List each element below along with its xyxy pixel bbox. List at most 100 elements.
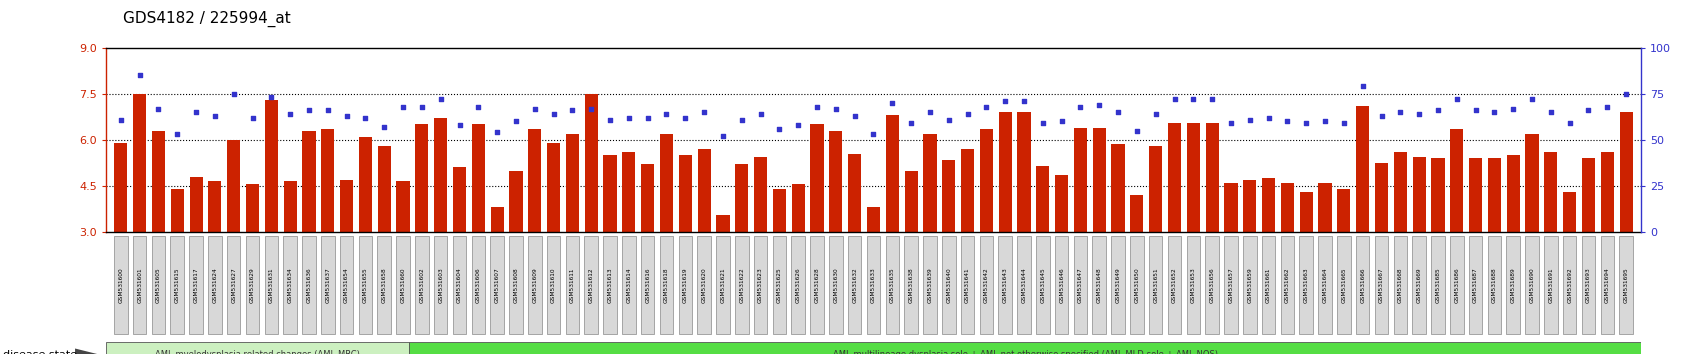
Bar xyxy=(547,143,559,232)
Point xyxy=(1386,109,1413,115)
Text: GSM531632: GSM531632 xyxy=(852,267,856,303)
Bar xyxy=(1318,183,1332,232)
Bar xyxy=(1562,192,1575,232)
Text: GSM531668: GSM531668 xyxy=(1396,267,1402,303)
FancyBboxPatch shape xyxy=(414,236,428,334)
Text: AML-myelodysplasia related changes (AML-MRC): AML-myelodysplasia related changes (AML-… xyxy=(155,350,360,354)
Bar xyxy=(1072,127,1086,232)
FancyBboxPatch shape xyxy=(1562,236,1575,334)
Text: GSM531615: GSM531615 xyxy=(174,267,179,303)
Point xyxy=(520,106,547,112)
Bar xyxy=(1205,123,1217,232)
FancyBboxPatch shape xyxy=(1243,236,1257,334)
Text: GSM531661: GSM531661 xyxy=(1265,267,1270,303)
Bar xyxy=(1262,178,1274,232)
Bar xyxy=(847,154,861,232)
Bar xyxy=(170,189,184,232)
Bar xyxy=(1506,155,1519,232)
Point xyxy=(126,73,153,78)
Text: GSM531659: GSM531659 xyxy=(1246,267,1251,303)
Bar xyxy=(1393,152,1407,232)
Bar xyxy=(1374,163,1388,232)
Point xyxy=(370,124,397,130)
Bar xyxy=(810,125,824,232)
Bar xyxy=(604,155,616,232)
Text: GSM531614: GSM531614 xyxy=(626,267,631,303)
Bar xyxy=(1524,134,1538,232)
FancyBboxPatch shape xyxy=(1224,236,1238,334)
Text: GSM531685: GSM531685 xyxy=(1434,267,1439,303)
FancyBboxPatch shape xyxy=(660,236,673,334)
Point xyxy=(1009,98,1037,104)
Text: GSM531603: GSM531603 xyxy=(438,267,443,303)
FancyBboxPatch shape xyxy=(114,236,128,334)
FancyBboxPatch shape xyxy=(585,236,598,334)
FancyBboxPatch shape xyxy=(847,236,861,334)
FancyBboxPatch shape xyxy=(170,236,184,334)
FancyBboxPatch shape xyxy=(489,236,503,334)
Text: GSM531654: GSM531654 xyxy=(344,267,350,303)
FancyBboxPatch shape xyxy=(1524,236,1538,334)
FancyBboxPatch shape xyxy=(1035,236,1049,334)
Text: GSM531686: GSM531686 xyxy=(1453,267,1458,303)
Point xyxy=(1367,113,1395,119)
Bar xyxy=(377,146,390,232)
Point xyxy=(559,108,587,113)
Point xyxy=(1122,128,1149,133)
Bar xyxy=(133,94,147,232)
Bar xyxy=(283,181,297,232)
Point xyxy=(897,120,924,126)
Bar xyxy=(904,171,917,232)
FancyBboxPatch shape xyxy=(471,236,484,334)
Bar xyxy=(152,131,165,232)
Text: GSM531606: GSM531606 xyxy=(476,267,481,303)
Text: GSM531660: GSM531660 xyxy=(401,267,406,303)
FancyBboxPatch shape xyxy=(1110,236,1124,334)
Bar xyxy=(302,131,315,232)
Point xyxy=(1255,115,1282,121)
Bar xyxy=(208,181,222,232)
Bar xyxy=(679,155,692,232)
Text: GSM531665: GSM531665 xyxy=(1340,267,1345,303)
Point xyxy=(709,133,737,139)
FancyBboxPatch shape xyxy=(227,236,240,334)
Bar xyxy=(585,94,597,232)
Text: GSM531639: GSM531639 xyxy=(928,267,933,303)
Point xyxy=(991,98,1018,104)
Text: AML-multilineage dysplasia sole + AML-not otherwise specified (AML-MLD-sole + AM: AML-multilineage dysplasia sole + AML-no… xyxy=(832,350,1217,354)
Text: GSM531630: GSM531630 xyxy=(832,267,837,303)
FancyBboxPatch shape xyxy=(1355,236,1369,334)
Text: GSM531604: GSM531604 xyxy=(457,267,462,303)
Text: GSM531643: GSM531643 xyxy=(1003,267,1008,303)
Point xyxy=(1047,119,1074,124)
Text: GSM531655: GSM531655 xyxy=(363,267,368,303)
Bar xyxy=(1449,129,1463,232)
Text: GSM531610: GSM531610 xyxy=(551,267,556,303)
Text: GSM531667: GSM531667 xyxy=(1378,267,1383,303)
FancyBboxPatch shape xyxy=(377,236,390,334)
FancyBboxPatch shape xyxy=(885,236,899,334)
FancyBboxPatch shape xyxy=(1430,236,1444,334)
Bar xyxy=(1599,152,1613,232)
Point xyxy=(1330,120,1357,126)
Point xyxy=(1536,109,1563,115)
Bar xyxy=(1412,157,1425,232)
Point xyxy=(841,113,868,119)
Bar xyxy=(829,131,842,232)
Point xyxy=(464,104,491,109)
FancyBboxPatch shape xyxy=(622,236,636,334)
Point xyxy=(1180,97,1207,102)
Text: GSM531648: GSM531648 xyxy=(1096,267,1101,303)
Text: GSM531650: GSM531650 xyxy=(1134,267,1139,303)
Bar xyxy=(660,134,673,232)
Text: GSM531642: GSM531642 xyxy=(984,267,989,303)
FancyBboxPatch shape xyxy=(1147,236,1161,334)
Bar xyxy=(1091,127,1105,232)
Text: GSM531664: GSM531664 xyxy=(1321,267,1326,303)
Point xyxy=(1141,111,1168,117)
FancyBboxPatch shape xyxy=(1487,236,1500,334)
FancyBboxPatch shape xyxy=(979,236,992,334)
Point xyxy=(220,91,247,97)
Point xyxy=(314,108,341,113)
Bar xyxy=(566,134,578,232)
